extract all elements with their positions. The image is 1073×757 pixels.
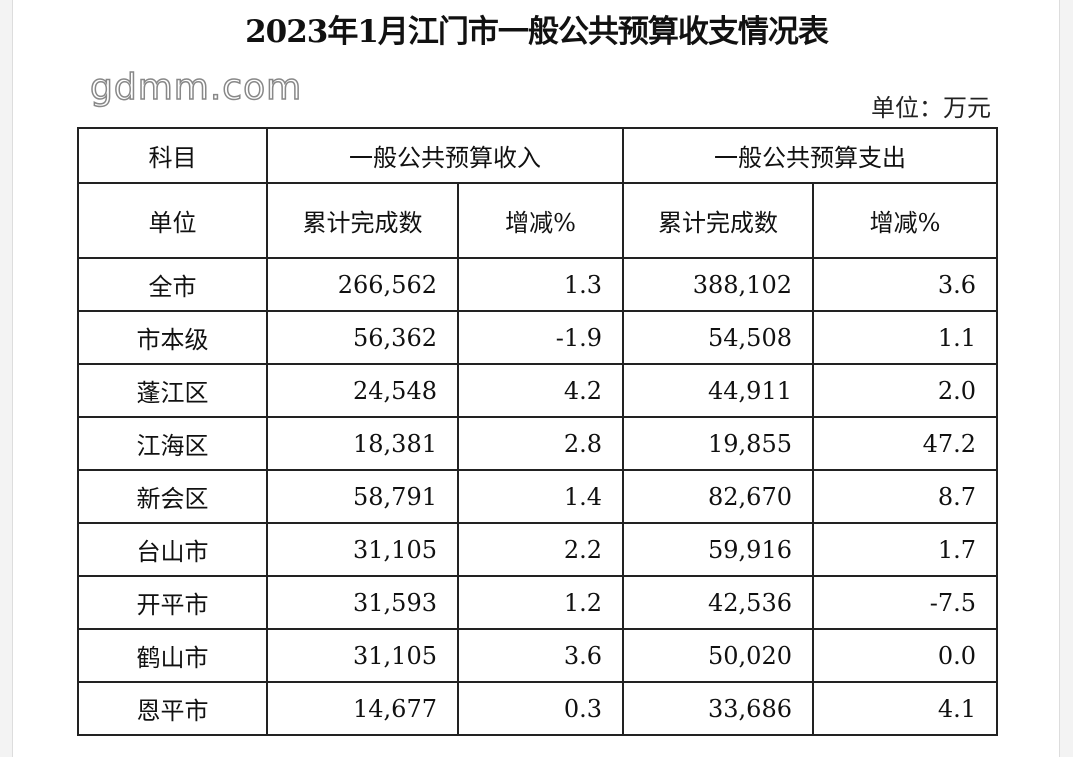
expense-cumulative-cell: 19,855 [622,416,814,471]
table-row: 新会区 58,791 1.4 82,670 8.7 [77,469,998,524]
income-cumulative-cell: 266,562 [266,257,459,312]
expense-change-cell: 4.1 [812,681,998,736]
table-row: 市本级 56,362 -1.9 54,508 1.1 [77,310,998,365]
expense-cumulative-cell: 82,670 [622,469,814,524]
unit-name-cell: 全市 [77,257,268,312]
income-change-cell: 4.2 [457,363,624,418]
income-cumulative-cell: 56,362 [266,310,459,365]
expense-change-cell: -7.5 [812,575,998,630]
unit-name-cell: 江海区 [77,416,268,471]
expense-change-cell: 1.1 [812,310,998,365]
unit-name-cell: 鹤山市 [77,628,268,683]
unit-name-cell: 台山市 [77,522,268,577]
expense-change-cell: 0.0 [812,628,998,683]
table-row: 蓬江区 24,548 4.2 44,911 2.0 [77,363,998,418]
income-change-cell: 1.4 [457,469,624,524]
table-row: 江海区 18,381 2.8 19,855 47.2 [77,416,998,471]
income-cumulative-cell: 31,105 [266,522,459,577]
header-row-2: 单位 累计完成数 增减% 累计完成数 增减% [77,182,998,259]
table-row: 鹤山市 31,105 3.6 50,020 0.0 [77,628,998,683]
income-cumulative-cell: 18,381 [266,416,459,471]
expense-cumulative-cell: 54,508 [622,310,814,365]
header-income-cumulative: 累计完成数 [266,182,459,259]
budget-table: 科目 一般公共预算收入 一般公共预算支出 单位 累计完成数 增减% 累计完成数 … [77,127,998,736]
expense-cumulative-cell: 44,911 [622,363,814,418]
unit-name-cell: 恩平市 [77,681,268,736]
header-expense-cumulative: 累计完成数 [622,182,814,259]
expense-change-cell: 8.7 [812,469,998,524]
table-row: 台山市 31,105 2.2 59,916 1.7 [77,522,998,577]
expense-cumulative-cell: 42,536 [622,575,814,630]
income-change-cell: 3.6 [457,628,624,683]
table-row: 全市 266,562 1.3 388,102 3.6 [77,257,998,312]
expense-change-cell: 2.0 [812,363,998,418]
expense-cumulative-cell: 50,020 [622,628,814,683]
header-income-change: 增减% [457,182,624,259]
income-cumulative-cell: 24,548 [266,363,459,418]
unit-name-cell: 蓬江区 [77,363,268,418]
header-expense-change: 增减% [812,182,998,259]
header-income: 一般公共预算收入 [266,127,624,184]
unit-name-cell: 新会区 [77,469,268,524]
income-cumulative-cell: 31,593 [266,575,459,630]
income-change-cell: 1.3 [457,257,624,312]
income-cumulative-cell: 58,791 [266,469,459,524]
unit-name-cell: 市本级 [77,310,268,365]
table-row: 恩平市 14,677 0.3 33,686 4.1 [77,681,998,736]
watermark: gdmm.com [89,66,303,109]
income-change-cell: 2.2 [457,522,624,577]
header-expense: 一般公共预算支出 [622,127,998,184]
expense-cumulative-cell: 388,102 [622,257,814,312]
header-row-1: 科目 一般公共预算收入 一般公共预算支出 [77,127,998,184]
page-title: 2023年1月江门市一般公共预算收支情况表 [245,14,829,50]
table-row: 开平市 31,593 1.2 42,536 -7.5 [77,575,998,630]
expense-cumulative-cell: 59,916 [622,522,814,577]
income-change-cell: -1.9 [457,310,624,365]
income-change-cell: 1.2 [457,575,624,630]
expense-change-cell: 1.7 [812,522,998,577]
unit-label: 单位：万元 [871,94,991,122]
income-change-cell: 0.3 [457,681,624,736]
expense-cumulative-cell: 33,686 [622,681,814,736]
unit-name-cell: 开平市 [77,575,268,630]
header-unit: 单位 [77,182,268,259]
expense-change-cell: 3.6 [812,257,998,312]
header-subject: 科目 [77,127,268,184]
income-cumulative-cell: 31,105 [266,628,459,683]
expense-change-cell: 47.2 [812,416,998,471]
income-change-cell: 2.8 [457,416,624,471]
income-cumulative-cell: 14,677 [266,681,459,736]
